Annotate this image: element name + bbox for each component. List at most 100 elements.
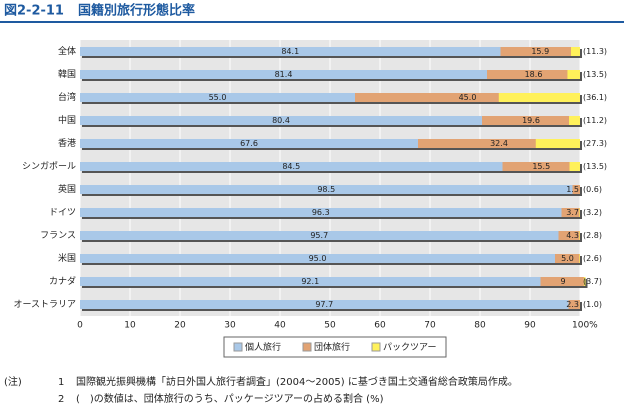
x-tick-label: 0 (77, 321, 83, 331)
package-label: (0.6) (583, 185, 602, 194)
bar-group (355, 93, 580, 102)
bar-individual (80, 208, 562, 217)
bar-package (579, 231, 580, 240)
value-label: 4.3 (566, 231, 579, 240)
value-label: 5.0 (561, 254, 574, 263)
note-number: 2 (58, 394, 64, 405)
value-label: 9 (560, 277, 565, 286)
value-label: 15.5 (532, 162, 550, 171)
package-label: (2.8) (583, 231, 602, 240)
bar-individual (80, 116, 482, 125)
value-label: 15.9 (531, 47, 549, 56)
bar-individual (80, 70, 487, 79)
x-tick-label: 70 (424, 321, 436, 331)
bar-package (579, 208, 580, 217)
bar-package (579, 254, 580, 263)
y-tick-label: フランス (40, 230, 76, 241)
y-tick-label: オーストラリア (13, 299, 76, 310)
x-tick-label: 80 (474, 321, 486, 331)
package-label: (36.1) (583, 93, 607, 102)
legend-box (223, 336, 447, 358)
x-tick-label: 50 (324, 321, 336, 331)
package-label: (2.6) (583, 254, 602, 263)
value-label: 92.1 (301, 277, 319, 286)
bar-group (502, 162, 580, 171)
notes-label: (注) (4, 375, 22, 388)
bar-group (555, 254, 580, 263)
bar-group (561, 208, 580, 217)
y-tick-label: カナダ (49, 275, 76, 287)
bar-package (571, 47, 580, 56)
bar-package (535, 139, 580, 148)
bar-individual (80, 93, 355, 102)
package-label: (3.7) (583, 277, 602, 286)
package-label: (11.3) (583, 47, 607, 56)
y-tick-label: 英国 (58, 183, 76, 195)
bar-individual (80, 185, 573, 194)
value-label: 81.4 (275, 70, 293, 79)
y-tick-label: 中国 (58, 114, 76, 126)
y-tick-label: 全体 (58, 45, 76, 57)
y-tick-label: シンガポール (22, 161, 76, 172)
bar-group (418, 139, 580, 148)
value-label: 84.1 (281, 47, 299, 56)
value-label: 67.6 (240, 139, 258, 148)
bar-package (569, 162, 580, 171)
bar-group (572, 185, 580, 194)
x-tick-label: 60 (374, 321, 386, 331)
bar-package (569, 116, 580, 125)
package-label: (13.5) (583, 70, 607, 79)
bar-group (487, 70, 580, 79)
value-label: 1.5 (566, 185, 579, 194)
y-tick-label: 台湾 (58, 91, 76, 103)
x-tick-label: 40 (274, 321, 286, 331)
value-label: 18.6 (525, 70, 543, 79)
x-tick-label: 10 (124, 321, 136, 331)
package-label: (27.3) (583, 139, 607, 148)
bar-group (482, 116, 580, 125)
value-label: 84.5 (282, 162, 300, 171)
chart-title: 国籍別旅行形態比率 (78, 3, 195, 19)
bar-group (540, 277, 586, 286)
bar-individual (80, 300, 569, 309)
value-label: 19.6 (522, 116, 540, 125)
value-label: 96.3 (312, 208, 330, 217)
x-tick-label: 90 (524, 321, 536, 331)
value-label: 55.0 (209, 93, 227, 102)
bar-individual (80, 231, 559, 240)
y-tick-label: ドイツ (49, 208, 76, 218)
value-label: 98.5 (317, 185, 335, 194)
x-tick-label: 20 (174, 321, 186, 331)
bar-package (498, 93, 580, 102)
value-label: 95.0 (309, 254, 327, 263)
package-label: (3.2) (583, 208, 602, 217)
bar-individual (80, 139, 418, 148)
bar-individual (80, 254, 555, 263)
value-label: 95.7 (310, 231, 328, 240)
value-label: 2.3 (566, 300, 579, 309)
value-label: 45.0 (459, 93, 477, 102)
y-tick-label: 香港 (58, 137, 76, 149)
value-label: 80.4 (272, 116, 290, 125)
legend-label: 個人旅行 (245, 341, 281, 353)
value-label: 3.7 (566, 208, 579, 217)
y-tick-label: 米国 (58, 252, 76, 264)
value-label: 97.7 (315, 300, 333, 309)
y-tick-label: 韓国 (58, 69, 76, 80)
note-number: 1 (58, 377, 64, 388)
figure-number: 図2-2-11 (4, 4, 64, 19)
package-label: (13.5) (583, 162, 607, 171)
bar-package (583, 277, 586, 286)
bar-individual (80, 162, 503, 171)
bar-individual (80, 47, 501, 56)
note-text: ( )の数値は、団体旅行のうち、パッケージツアーの占める割合 (%) (76, 392, 384, 405)
legend-label: パックツアー (383, 342, 436, 353)
bar-package (567, 70, 580, 79)
value-label: 32.4 (490, 139, 508, 148)
x-tick-label: 30 (224, 321, 236, 331)
note-text: 国際観光振興機構「訪日外国人旅行者調査」(2004～2005) に基づき国土交通… (76, 375, 518, 388)
legend-swatch (371, 342, 381, 352)
package-label: (1.0) (583, 300, 602, 309)
legend-swatch (302, 342, 312, 352)
